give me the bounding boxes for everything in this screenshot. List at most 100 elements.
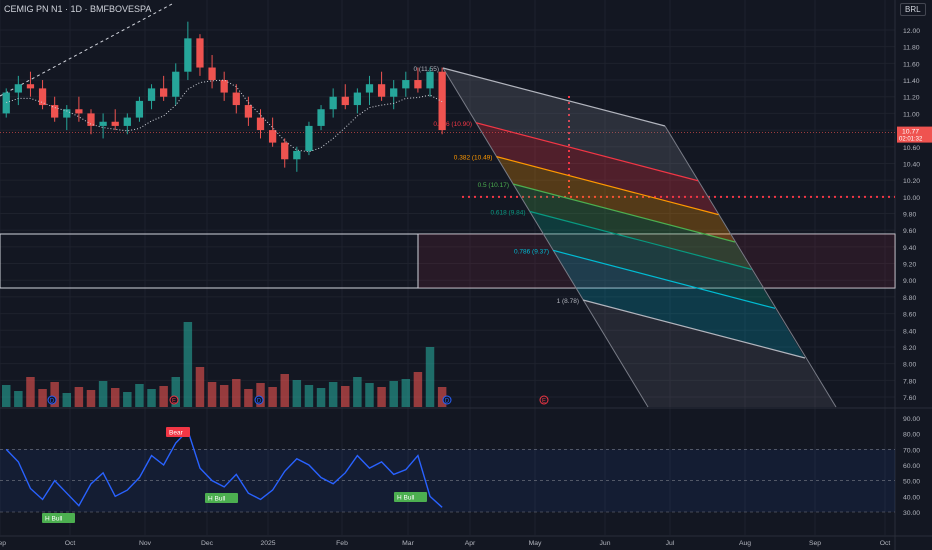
candle-body bbox=[196, 38, 203, 67]
event-label: D bbox=[445, 399, 450, 405]
candle-body bbox=[233, 93, 240, 106]
volume-bar bbox=[220, 385, 228, 407]
price-tick: 9.80 bbox=[903, 212, 916, 219]
rsi-signal-text: H Bull bbox=[45, 516, 63, 523]
volume-bar bbox=[280, 374, 288, 407]
rsi-tick: 50.00 bbox=[903, 479, 920, 486]
time-label: Oct bbox=[880, 540, 891, 547]
volume-bar bbox=[317, 388, 325, 407]
fib-label: 0.382 (10.49) bbox=[454, 155, 493, 162]
currency-button[interactable]: BRL bbox=[900, 3, 926, 16]
volume-bar bbox=[305, 385, 313, 407]
fib-label: 0.5 (10.17) bbox=[478, 182, 509, 189]
candle-body bbox=[208, 68, 215, 81]
volume-bar bbox=[111, 388, 119, 407]
volume-bar bbox=[123, 392, 131, 407]
price-tick: 8.80 bbox=[903, 295, 916, 302]
rsi-tick: 40.00 bbox=[903, 494, 920, 501]
volume-bar bbox=[159, 386, 167, 407]
time-label: May bbox=[529, 540, 542, 547]
candle-body bbox=[366, 84, 373, 92]
rsi-tick: 80.00 bbox=[903, 432, 920, 439]
price-tick: 7.60 bbox=[903, 395, 916, 402]
price-tick: 8.60 bbox=[903, 312, 916, 319]
volume-bar bbox=[14, 391, 22, 407]
candle-body bbox=[245, 105, 252, 118]
volume-bar bbox=[353, 377, 361, 407]
price-tick: 9.40 bbox=[903, 245, 916, 252]
time-label: 2025 bbox=[260, 540, 275, 547]
candle-body bbox=[15, 84, 22, 92]
price-tick: 8.20 bbox=[903, 345, 916, 352]
time-label: Sep bbox=[809, 540, 821, 547]
volume-bar bbox=[26, 377, 34, 407]
price-tick: 7.80 bbox=[903, 378, 916, 385]
time-label: Jun bbox=[600, 540, 611, 547]
volume-bar bbox=[389, 381, 397, 407]
rsi-tick: 90.00 bbox=[903, 416, 920, 423]
price-tick: 9.20 bbox=[903, 262, 916, 269]
volume-bar bbox=[87, 390, 95, 407]
candle-body bbox=[414, 80, 421, 88]
rsi-signal-text: Bear bbox=[169, 430, 184, 437]
price-tick: 11.40 bbox=[903, 78, 920, 85]
candle-body bbox=[281, 143, 288, 160]
candle-body bbox=[75, 109, 82, 113]
candle-body bbox=[184, 38, 191, 71]
volume-bar bbox=[99, 381, 107, 407]
candle-body bbox=[342, 97, 349, 105]
candle-body bbox=[354, 93, 361, 106]
price-tick: 9.00 bbox=[903, 278, 916, 285]
volume-bar bbox=[414, 372, 422, 407]
time-label: Nov bbox=[139, 540, 152, 547]
rsi-signal-text: H Bull bbox=[397, 495, 415, 502]
price-tick: 11.20 bbox=[903, 95, 920, 102]
fib-label: 1 (8.78) bbox=[557, 298, 579, 305]
price-tick: 10.40 bbox=[903, 161, 920, 168]
candle-body bbox=[124, 118, 131, 126]
price-tick: 11.60 bbox=[903, 61, 920, 68]
candle-body bbox=[3, 93, 10, 114]
time-label: Sep bbox=[0, 540, 6, 547]
candle-body bbox=[269, 130, 276, 143]
volume-bar bbox=[135, 384, 143, 407]
volume-bar bbox=[426, 347, 434, 407]
candle-body bbox=[112, 122, 119, 126]
event-label: D bbox=[257, 399, 262, 405]
candle-body bbox=[305, 126, 312, 151]
candle-body bbox=[402, 80, 409, 88]
volume-bar bbox=[402, 379, 410, 407]
countdown: 02:01:32 bbox=[899, 137, 923, 143]
fib-label: 0.618 (9.84) bbox=[490, 209, 525, 216]
price-tick: 11.00 bbox=[903, 111, 920, 118]
candle-body bbox=[136, 101, 143, 118]
volume-bar bbox=[147, 389, 155, 407]
time-label: Aug bbox=[739, 540, 751, 547]
volume-bar bbox=[196, 367, 204, 407]
volume-bar bbox=[208, 382, 216, 407]
volume-bar bbox=[63, 393, 71, 407]
candle-body bbox=[221, 80, 228, 93]
candle-body bbox=[317, 109, 324, 126]
rsi-signal-text: H Bull bbox=[208, 496, 226, 503]
rsi-tick: 70.00 bbox=[903, 447, 920, 454]
rsi-tick: 30.00 bbox=[903, 510, 920, 517]
time-label: Feb bbox=[336, 540, 348, 547]
volume-bar bbox=[341, 386, 349, 407]
candle-body bbox=[330, 97, 337, 110]
event-label: E bbox=[172, 399, 176, 405]
price-tick: 11.80 bbox=[903, 45, 920, 52]
event-label: D bbox=[50, 399, 55, 405]
time-label: Oct bbox=[65, 540, 76, 547]
candle-body bbox=[293, 151, 300, 159]
rsi-tick: 60.00 bbox=[903, 463, 920, 470]
fib-label: 0.786 (9.37) bbox=[514, 248, 549, 255]
price-tick: 12.00 bbox=[903, 28, 920, 35]
volume-bar bbox=[244, 389, 252, 407]
time-label: Jul bbox=[666, 540, 675, 547]
volume-bar bbox=[293, 380, 301, 407]
volume-bar bbox=[329, 382, 337, 407]
candle-body bbox=[27, 84, 34, 88]
price-tick: 8.40 bbox=[903, 328, 916, 335]
